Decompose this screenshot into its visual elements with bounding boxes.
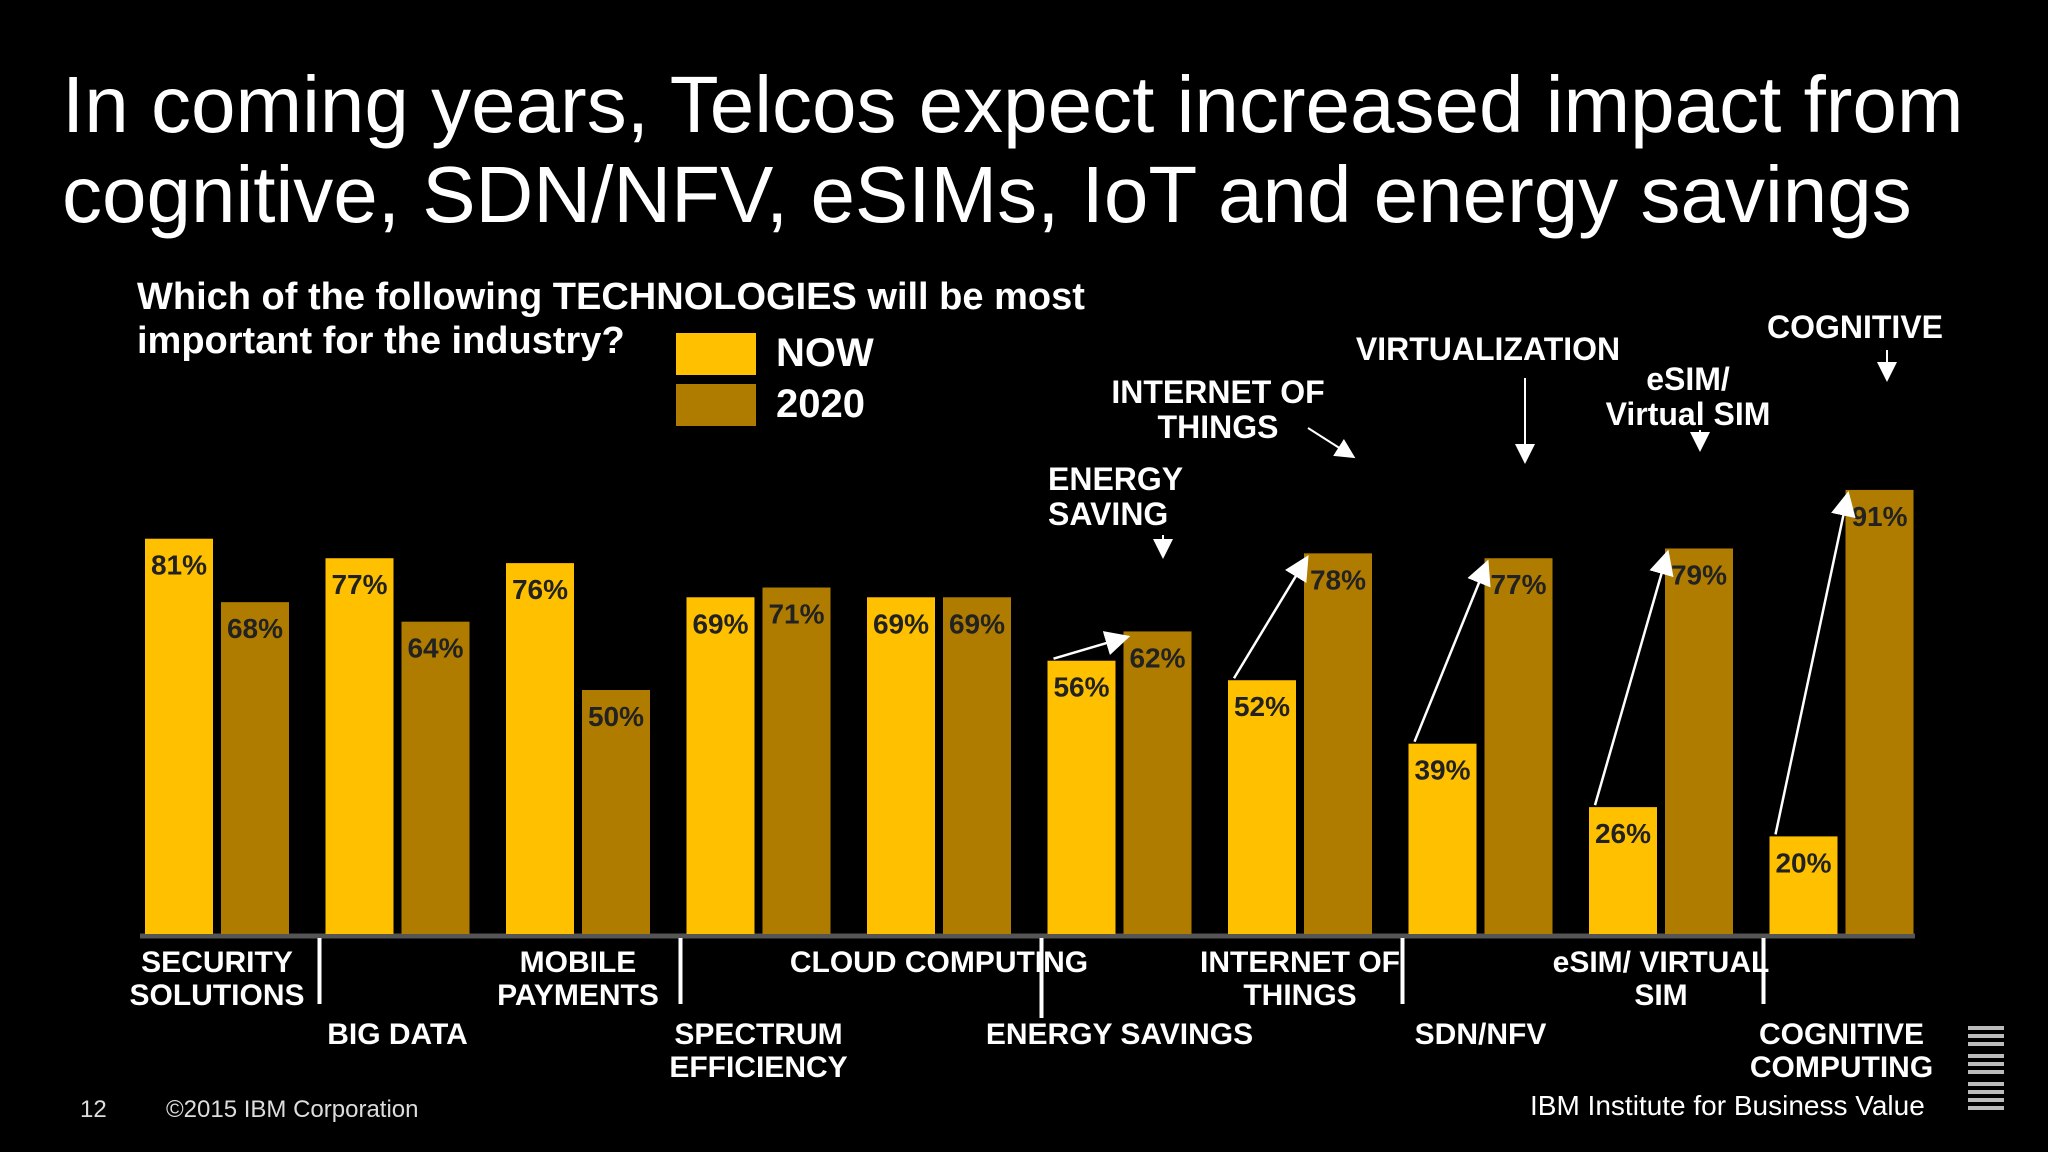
- growth-arrow: [1232, 555, 1309, 679]
- data-label-2020: 50%: [588, 701, 644, 732]
- bar-2020: [1304, 553, 1372, 934]
- bar-now: [506, 563, 574, 934]
- data-label-now: 39%: [1414, 755, 1470, 786]
- data-label-2020: 79%: [1671, 559, 1727, 590]
- category-label: BIG DATA: [327, 1018, 468, 1051]
- category-label: SDN/NFV: [1415, 1018, 1547, 1051]
- data-label-now: 69%: [692, 608, 748, 639]
- data-label-2020: 91%: [1851, 501, 1907, 532]
- category-label: MOBILE PAYMENTS: [497, 946, 659, 1012]
- bar-2020: [221, 602, 289, 934]
- bar-2020: [1123, 631, 1192, 934]
- bar-now: [686, 597, 755, 934]
- data-label-2020: 71%: [768, 599, 824, 630]
- legend-swatch-now: [676, 332, 756, 375]
- bar-now: [867, 597, 935, 934]
- bar-2020: [582, 690, 650, 934]
- growth-arrow: [1774, 491, 1856, 835]
- page-number: 12: [80, 1096, 107, 1123]
- growth-arrow: [1413, 559, 1491, 743]
- bar-2020: [1665, 548, 1733, 934]
- category-label: INTERNET OF THINGS: [1200, 946, 1400, 1012]
- category-label: SPECTRUM EFFICIENCY: [669, 1018, 847, 1084]
- chart-question: Which of the following TECHNOLOGIES will…: [137, 276, 1085, 362]
- brand-line: IBM Institute for Business Value: [1530, 1090, 1925, 1121]
- data-label-now: 76%: [512, 574, 568, 605]
- bar-2020: [1845, 489, 1914, 934]
- bar-now: [1228, 680, 1296, 934]
- bar-now: [1589, 807, 1657, 934]
- data-label-now: 56%: [1053, 672, 1109, 703]
- legend-label-now: NOW: [776, 331, 874, 375]
- legend-label-2020: 2020: [776, 382, 865, 426]
- bar-2020: [762, 587, 831, 934]
- data-label-now: 77%: [331, 569, 387, 600]
- category-label: ENERGY SAVINGS: [986, 1018, 1253, 1051]
- data-label-now: 52%: [1234, 691, 1290, 722]
- bar-2020: [401, 621, 470, 934]
- ibm-logo-icon: [1968, 1026, 2004, 1110]
- legend-item-2020: 2020: [676, 382, 865, 427]
- category-label: eSIM/ VIRTUAL SIM: [1553, 946, 1770, 1012]
- legend-item-now: NOW: [676, 331, 874, 376]
- legend-swatch-2020: [676, 383, 756, 426]
- annotation-label: VIRTUALIZATION: [1356, 331, 1620, 367]
- bar-2020: [943, 597, 1011, 934]
- bar-2020: [1484, 558, 1553, 934]
- data-label-2020: 69%: [949, 608, 1005, 639]
- annotation-label: COGNITIVE: [1767, 309, 1943, 345]
- copyright: ©2015 IBM Corporation: [166, 1096, 419, 1123]
- annotation-label: ENERGY SAVING: [1048, 461, 1183, 532]
- annotation-label: eSIM/Virtual SIM: [1606, 361, 1771, 432]
- bar-now: [1408, 743, 1477, 934]
- annotation-arrow: [1307, 427, 1356, 459]
- slide-title: In coming years, Telcos expect increased…: [62, 60, 1964, 239]
- bar-now: [145, 538, 213, 934]
- growth-arrow: [1053, 631, 1131, 660]
- bar-now: [1047, 660, 1116, 934]
- data-label-now: 26%: [1595, 818, 1651, 849]
- data-label-2020: 78%: [1310, 564, 1366, 595]
- annotation-label: INTERNET OF THINGS: [1111, 374, 1324, 445]
- data-label-now: 69%: [873, 608, 929, 639]
- data-label-2020: 68%: [227, 613, 283, 644]
- bar-now: [1769, 836, 1838, 934]
- category-label: COGNITIVE COMPUTING: [1750, 1018, 1933, 1084]
- data-label-2020: 77%: [1490, 569, 1546, 600]
- bar-now: [325, 558, 394, 934]
- growth-arrow: [1593, 549, 1674, 806]
- data-label-now: 20%: [1775, 847, 1831, 878]
- data-label-2020: 62%: [1129, 642, 1185, 673]
- category-label: SECURITY SOLUTIONS: [129, 946, 304, 1012]
- category-label: CLOUD COMPUTING: [790, 946, 1088, 979]
- data-label-2020: 64%: [407, 633, 463, 664]
- data-label-now: 81%: [151, 550, 207, 581]
